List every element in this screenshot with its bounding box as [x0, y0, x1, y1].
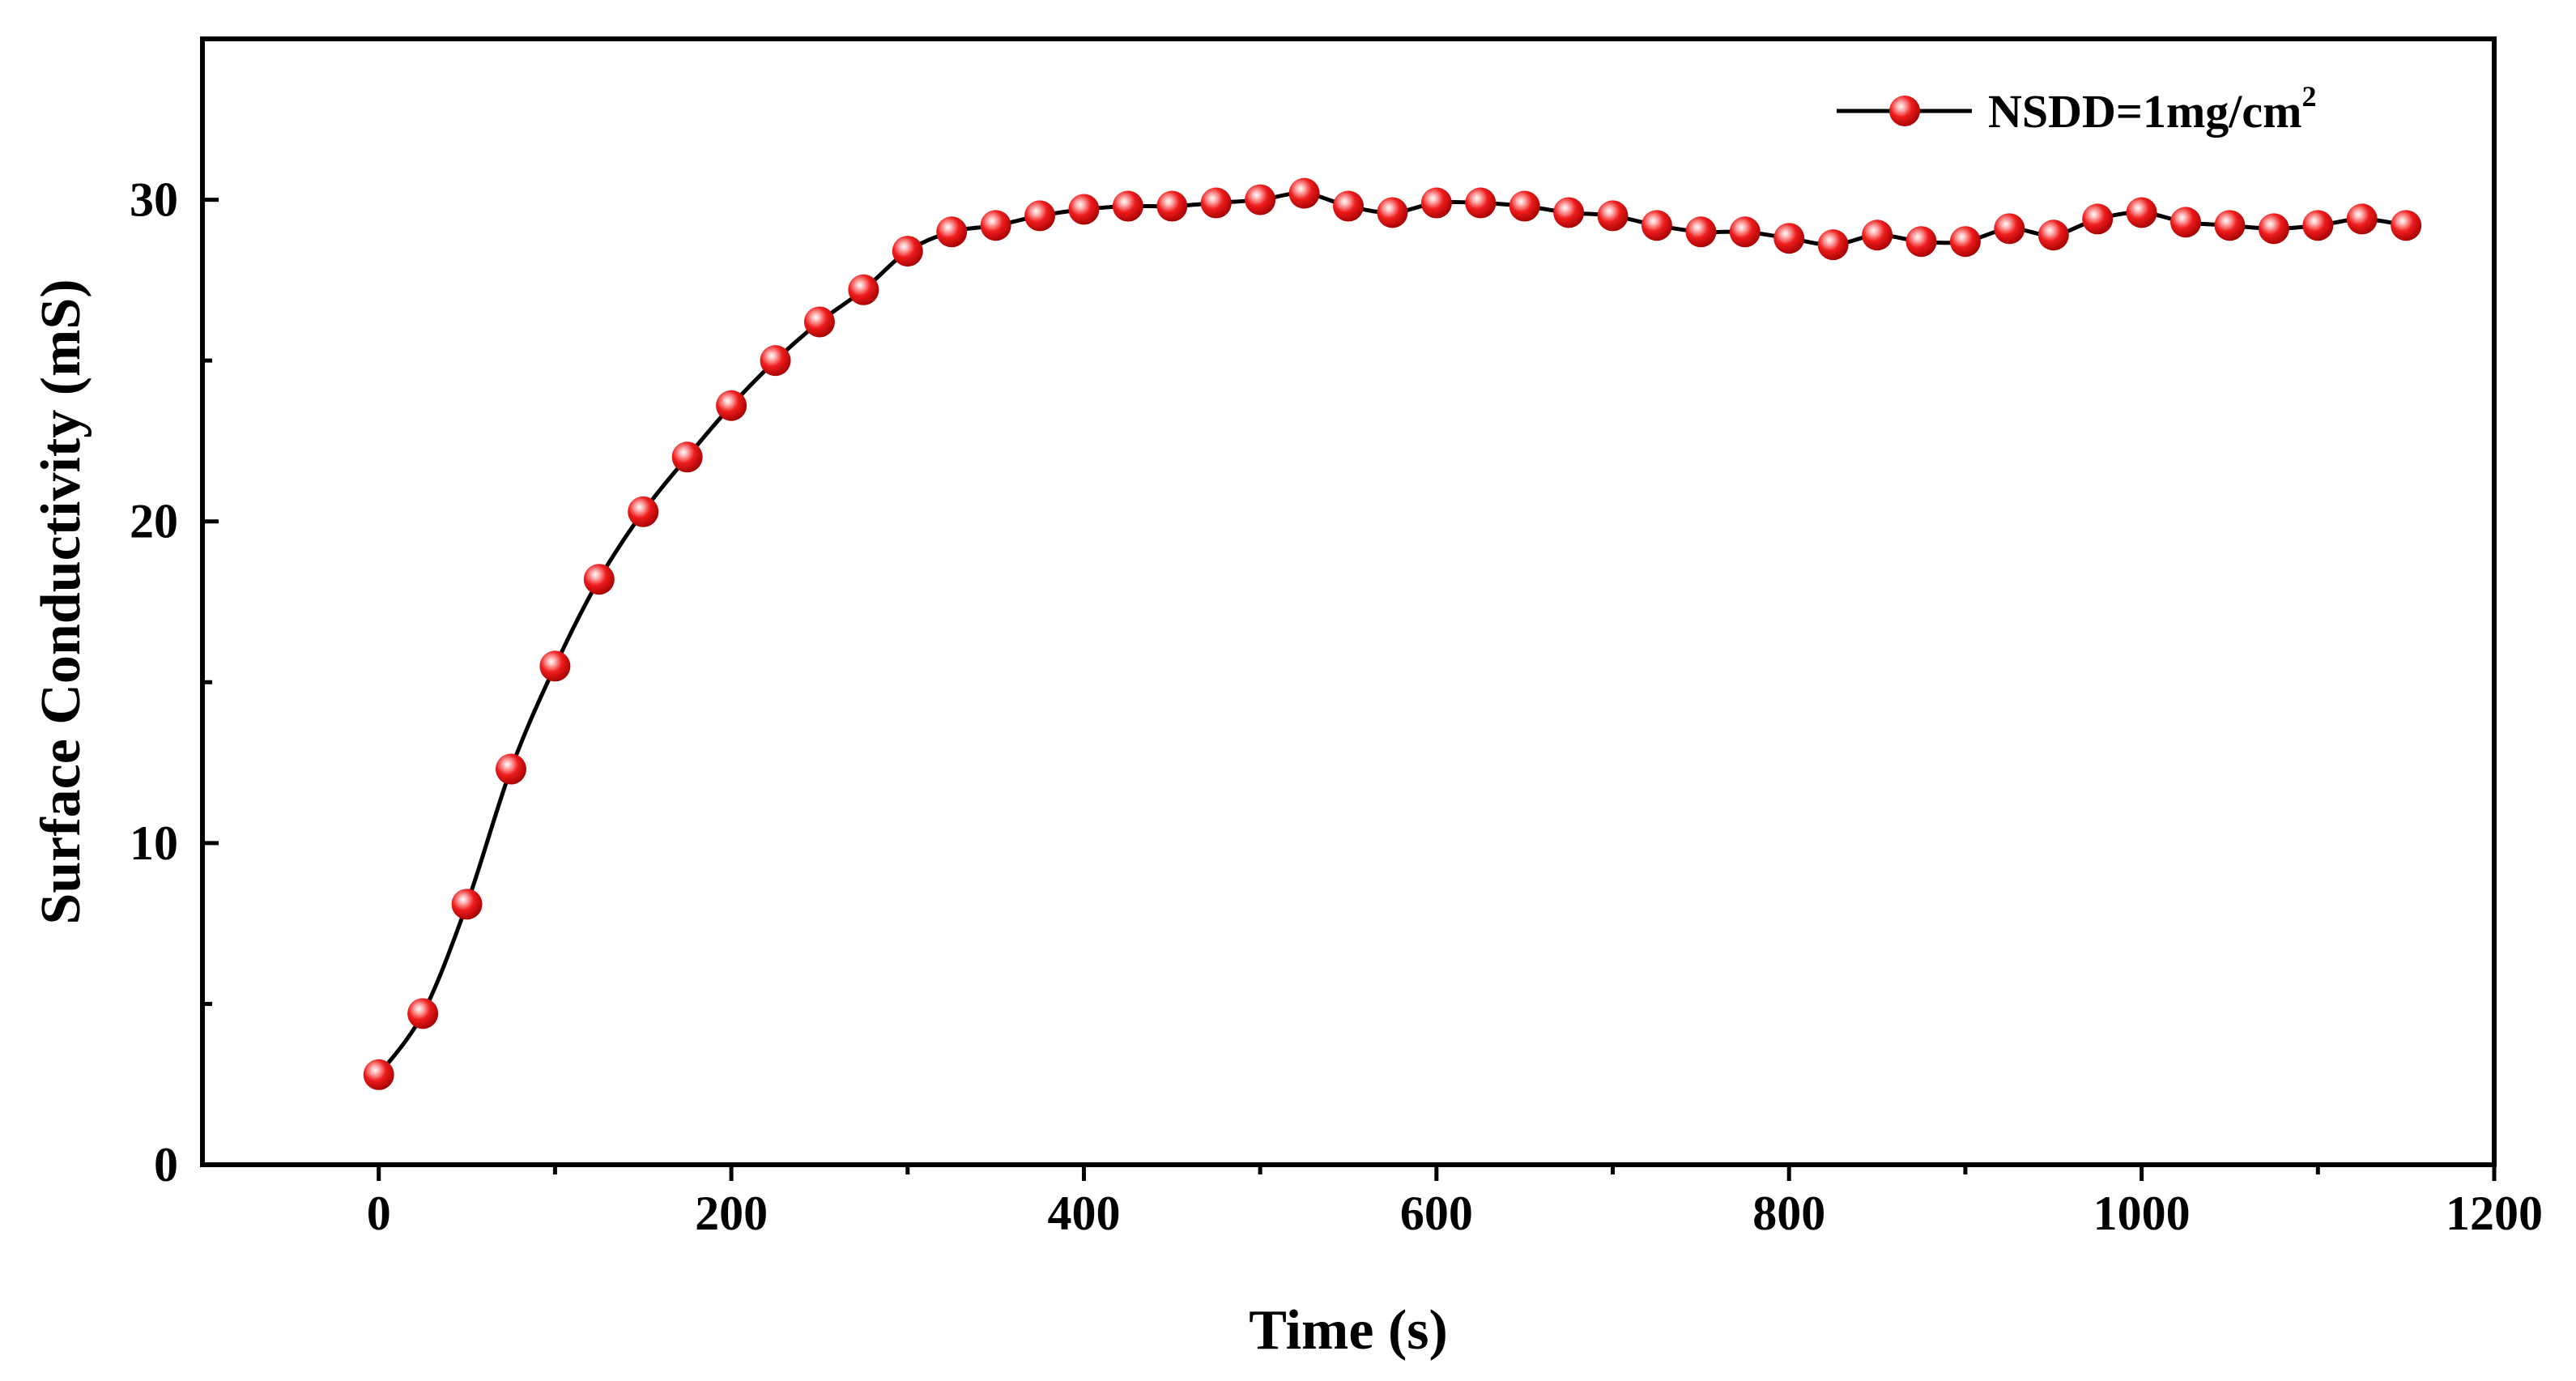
- data-point: [1068, 194, 1100, 225]
- data-point: [1420, 187, 1452, 219]
- data-point: [1949, 226, 1981, 258]
- x-tick-label: 600: [1400, 1187, 1473, 1240]
- data-point: [760, 345, 791, 377]
- x-axis-tick-labels: 0 200 400 600 800 1000 1200: [367, 1187, 2543, 1240]
- data-point: [848, 274, 879, 305]
- data-point: [1773, 223, 1805, 254]
- data-point: [2170, 207, 2202, 238]
- y-tick-label: 20: [130, 495, 178, 548]
- data-point: [1862, 220, 1893, 251]
- y-tick-label: 30: [130, 173, 178, 227]
- legend-label-superscript: 2: [2301, 80, 2316, 113]
- data-point: [539, 650, 571, 682]
- series-markers: [363, 177, 2422, 1090]
- data-point: [1333, 190, 1364, 222]
- x-tick-label: 400: [1047, 1187, 1120, 1240]
- data-point: [1024, 200, 1056, 232]
- y-axis-title: Surface Conductivity (mS): [30, 279, 92, 924]
- data-point: [671, 441, 703, 473]
- data-point: [1156, 190, 1188, 222]
- data-point: [363, 1059, 394, 1090]
- series-line: [377, 191, 2407, 1076]
- data-point: [2391, 210, 2422, 241]
- data-point: [2346, 203, 2378, 235]
- data-point: [1597, 200, 1629, 232]
- data-point: [936, 216, 968, 248]
- legend: NSDD=1mg/cm2: [1837, 80, 2316, 138]
- data-point: [1905, 226, 1937, 258]
- data-point: [1465, 187, 1497, 219]
- y-tick-label: 0: [154, 1138, 178, 1191]
- data-point: [2258, 213, 2289, 245]
- data-point: [2302, 210, 2334, 241]
- legend-label-main: NSDD=1mg/cm: [1988, 85, 2301, 138]
- x-tick-label: 200: [695, 1187, 768, 1240]
- x-tick-label: 0: [367, 1187, 391, 1240]
- data-point: [1509, 190, 1540, 222]
- data-point: [1200, 187, 1232, 219]
- data-point: [1553, 197, 1585, 228]
- x-tick-label: 800: [1752, 1187, 1825, 1240]
- data-point: [1112, 190, 1143, 222]
- x-axis-title: Time (s): [1249, 1299, 1448, 1362]
- data-point: [716, 390, 747, 421]
- data-point: [2037, 220, 2069, 251]
- y-axis-tick-labels: 0 10 20 30: [130, 173, 178, 1191]
- data-point: [1377, 197, 1408, 228]
- data-point: [583, 564, 615, 595]
- data-point: [2214, 210, 2246, 241]
- x-tick-label: 1200: [2446, 1187, 2543, 1240]
- x-axis-ticks: [377, 1165, 2497, 1181]
- data-point: [1994, 213, 2025, 245]
- data-point: [803, 306, 835, 338]
- data-point: [980, 210, 1011, 241]
- data-point: [1817, 229, 1849, 261]
- y-axis-ticks: [202, 36, 219, 1167]
- plot-frame: [200, 36, 2497, 1167]
- data-point: [1245, 184, 1276, 215]
- data-point: [1729, 216, 1761, 248]
- data-point: [1288, 177, 1320, 209]
- data-point: [2082, 203, 2114, 235]
- data-point: [407, 998, 439, 1029]
- legend-marker: [1889, 96, 1920, 126]
- data-point: [495, 753, 526, 785]
- data-point: [1685, 216, 1717, 248]
- data-point: [451, 889, 483, 920]
- data-point: [1641, 210, 1672, 241]
- data-point: [628, 496, 659, 527]
- data-point: [2126, 197, 2157, 228]
- data-point: [892, 236, 923, 267]
- x-tick-label: 1000: [2093, 1187, 2191, 1240]
- y-tick-label: 10: [130, 816, 178, 870]
- legend-label: NSDD=1mg/cm2: [1988, 80, 2316, 138]
